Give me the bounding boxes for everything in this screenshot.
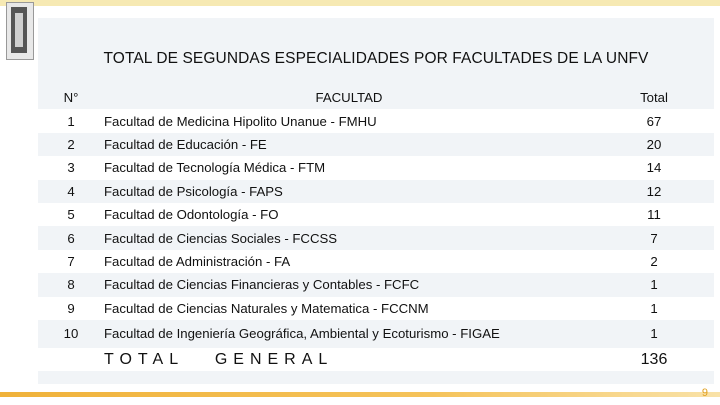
row-facultad: Facultad de Ingeniería Geográfica, Ambie… [104, 326, 500, 342]
row-total: 1 [594, 296, 714, 320]
row-no: 3 [38, 156, 104, 180]
total-row-spacer [38, 347, 104, 372]
header-total: Total [640, 90, 668, 106]
top-decorative-strip [0, 0, 720, 6]
bottom-accent-bar [0, 392, 720, 397]
row-no: 1 [38, 109, 104, 133]
page-number: 9 [701, 387, 708, 399]
header-facultad: FACULTAD [315, 90, 383, 106]
row-no: 2 [67, 136, 75, 152]
logo-shape-inner [15, 13, 23, 47]
row-facultad: Facultad de Psicología - FAPS [104, 183, 283, 199]
row-facultad: Facultad de Ciencias Financieras y Conta… [104, 277, 420, 293]
row-total: 1 [650, 277, 658, 293]
content-panel [38, 18, 714, 384]
row-total: 20 [646, 136, 662, 152]
table-row: 10 Facultad de Ingeniería Geográfica, Am… [38, 320, 714, 348]
table-row: 5 Facultad de Odontología - FO 11 [38, 202, 714, 227]
row-no: 5 [38, 202, 104, 227]
row-facultad: Facultad de Odontología - FO [104, 202, 594, 227]
row-total: 67 [594, 109, 714, 133]
row-facultad: Facultad de Ciencias Sociales - FCCSS [104, 230, 338, 246]
table-row: 4 Facultad de Psicología - FAPS 12 [38, 180, 714, 203]
row-total: 1 [650, 326, 658, 342]
row-total: 11 [594, 202, 714, 227]
row-facultad: Facultad de Educación - FE [104, 136, 267, 152]
table-header-row: N° FACULTAD Total [38, 86, 714, 109]
table-row: 8 Facultad de Ciencias Financieras y Con… [38, 273, 714, 296]
row-no: 10 [63, 326, 79, 342]
row-facultad: Facultad de Tecnología Médica - FTM [104, 156, 594, 180]
table-row: 3 Facultad de Tecnología Médica - FTM 14 [38, 156, 714, 180]
row-no: 8 [67, 277, 75, 293]
row-no: 4 [67, 183, 75, 199]
row-total: 12 [646, 183, 662, 199]
row-total: 7 [650, 230, 658, 246]
total-general-value: 136 [594, 347, 714, 372]
total-row: TOTAL GENERAL 136 [38, 347, 714, 372]
table-row: 9 Facultad de Ciencias Naturales y Matem… [38, 296, 714, 320]
table-row: 1 Facultad de Medicina Hipolito Unanue -… [38, 109, 714, 133]
faculties-table: N° FACULTAD Total 1 Facultad de Medicina… [38, 86, 714, 372]
table-row: 7 Facultad de Administración - FA 2 [38, 249, 714, 274]
row-facultad: Facultad de Administración - FA [104, 249, 594, 274]
row-total: 2 [594, 249, 714, 274]
slide-title: TOTAL DE SEGUNDAS ESPECIALIDADES POR FAC… [103, 50, 649, 67]
table-row: 2 Facultad de Educación - FE 20 [38, 133, 714, 156]
row-facultad: Facultad de Medicina Hipolito Unanue - F… [104, 109, 594, 133]
row-facultad: Facultad de Ciencias Naturales y Matemat… [104, 296, 594, 320]
total-general-label: TOTAL GENERAL [104, 347, 594, 372]
row-no: 7 [38, 249, 104, 274]
row-no: 9 [38, 296, 104, 320]
table-row: 6 Facultad de Ciencias Sociales - FCCSS … [38, 226, 714, 249]
row-no: 6 [67, 230, 75, 246]
row-total: 14 [594, 156, 714, 180]
university-logo [6, 2, 34, 60]
header-no: N° [63, 90, 79, 106]
